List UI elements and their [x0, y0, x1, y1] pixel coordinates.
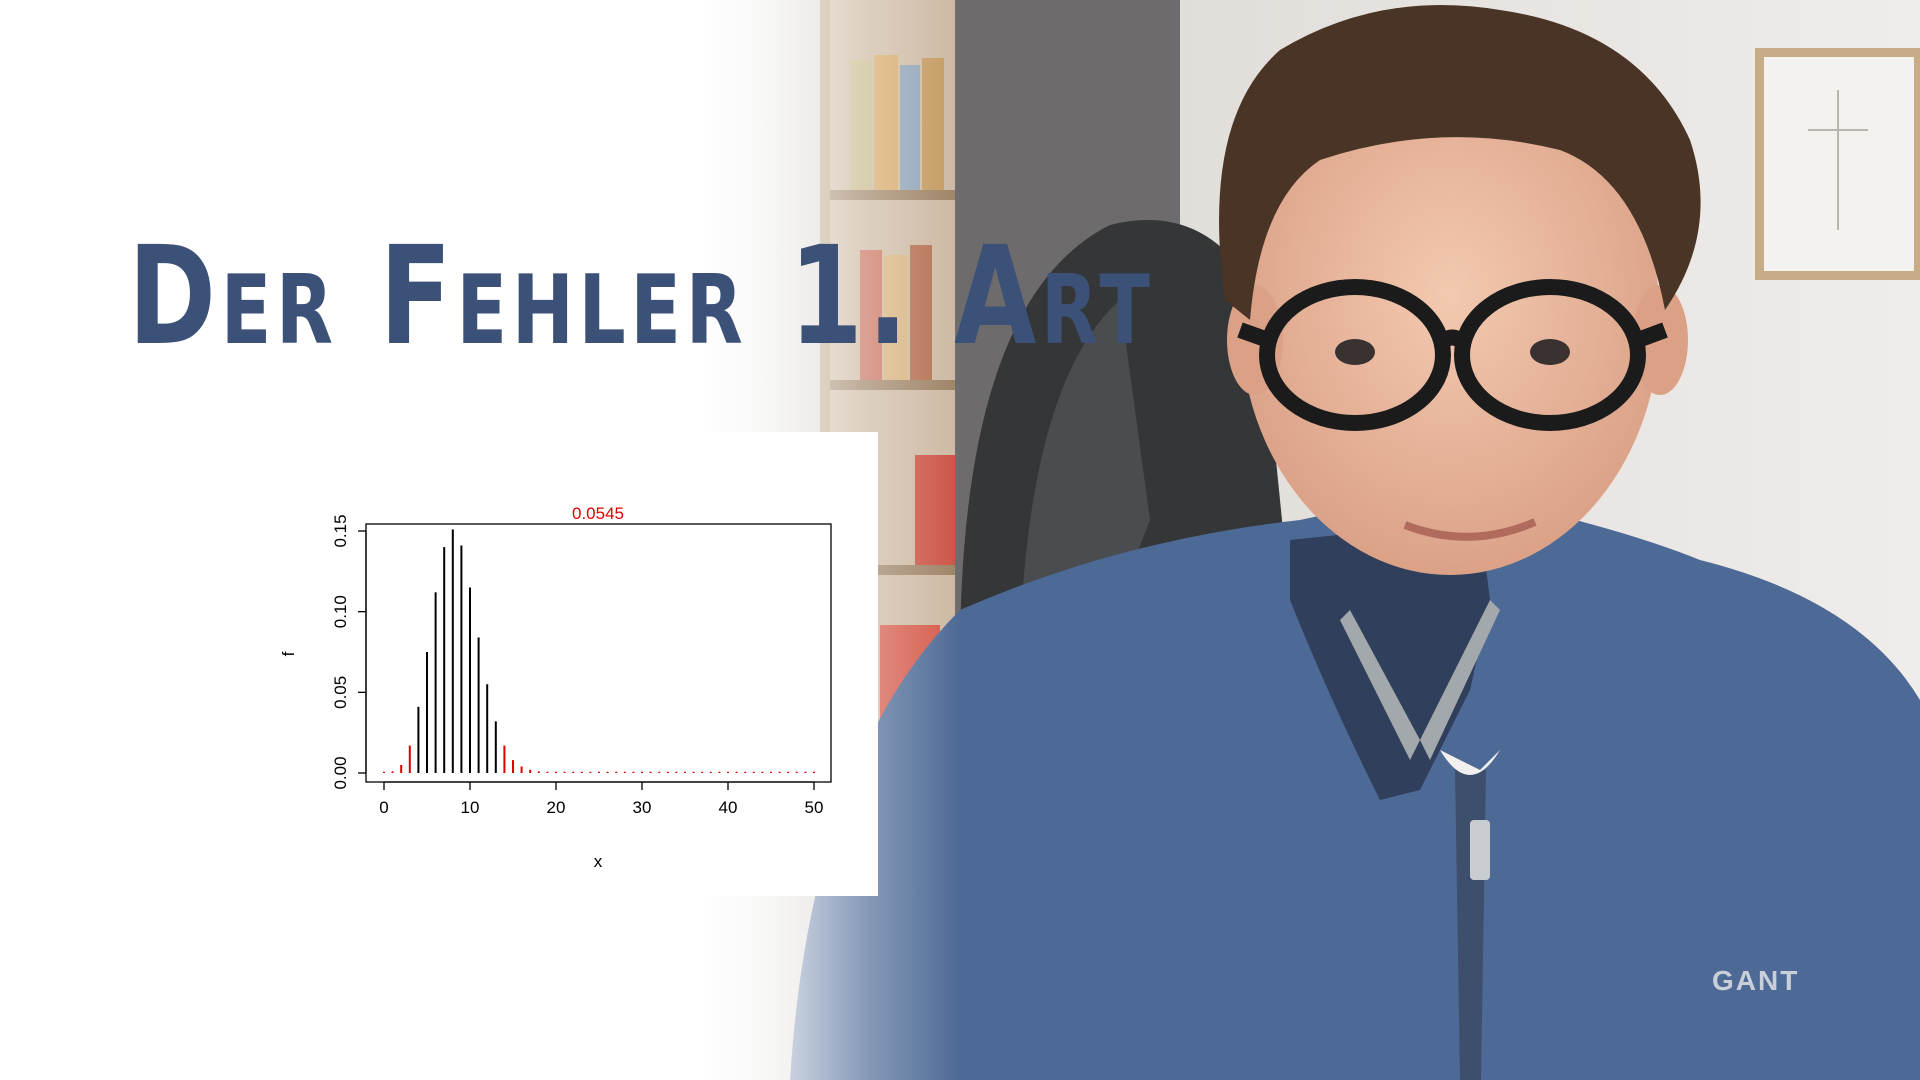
bar: [580, 771, 583, 773]
bar: [529, 769, 532, 773]
y-tick-label: 0.05: [331, 676, 350, 709]
bar: [770, 771, 772, 773]
x-tick-label: 0: [379, 798, 388, 817]
bar: [804, 771, 807, 773]
sweater-logo: GANT: [1712, 965, 1799, 996]
bar: [426, 652, 428, 773]
bar: [520, 766, 523, 773]
bar: [555, 771, 557, 773]
x-tick-label: 40: [719, 798, 738, 817]
bar: [417, 706, 420, 773]
chart: 0.0545 f x 0 10 20 30 40 50 0.00 0.05 0.10 0.15: [279, 504, 832, 871]
bar: [752, 771, 755, 773]
bar: [443, 547, 446, 773]
bar: [486, 684, 489, 773]
bar: [572, 771, 575, 773]
chart-panel: 0.0545 f x 0 10 20 30 40 50 0.00 0.05 0.10 0.15: [0, 432, 878, 896]
bar: [400, 764, 403, 773]
bar: [649, 771, 652, 773]
y-tick-label: 0.10: [331, 595, 350, 628]
bar: [761, 771, 764, 773]
bar: [546, 771, 549, 773]
wall-picture: [1755, 48, 1920, 280]
bar: [383, 771, 385, 773]
bar: [701, 771, 704, 773]
bar: [469, 587, 471, 773]
bar: [666, 771, 669, 773]
bar: [623, 771, 626, 773]
bar: [512, 760, 514, 773]
bar: [709, 771, 712, 773]
bar: [494, 721, 497, 773]
bar: [795, 771, 798, 773]
bar: [641, 771, 643, 773]
bar: [451, 529, 454, 773]
bar: [477, 637, 480, 773]
bar: [684, 771, 686, 773]
bar: [589, 771, 592, 773]
bar: [735, 771, 738, 773]
bar: [692, 771, 695, 773]
bar: [563, 771, 566, 773]
x-tick-label: 20: [547, 798, 566, 817]
plot-area: 0 10 20 30 40 50 0.00 0.05 0.10 0.15: [331, 514, 832, 817]
bar: [408, 745, 411, 773]
bar: [598, 771, 600, 773]
bar: [537, 771, 540, 773]
bar: [658, 771, 661, 773]
x-tick-label: 50: [805, 798, 824, 817]
x-tick-label: 10: [461, 798, 480, 817]
bar: [727, 771, 729, 773]
bar: [391, 771, 394, 773]
bar: [744, 771, 747, 773]
page-title: Der Fehler 1. Art: [128, 218, 1155, 376]
y-tick-label: 0.00: [331, 756, 350, 789]
bar: [632, 771, 635, 773]
bar: [787, 771, 790, 773]
y-tick-label: 0.15: [331, 514, 350, 547]
bar: [606, 771, 609, 773]
y-axis-label: f: [279, 651, 298, 656]
x-tick-label: 30: [633, 798, 652, 817]
bar: [778, 771, 781, 773]
x-axis-label: x: [594, 852, 603, 871]
bar: [434, 592, 437, 773]
bar: [615, 771, 618, 773]
chart-title: 0.0545: [572, 504, 624, 523]
bar: [813, 771, 815, 773]
bar: [675, 771, 678, 773]
bar: [460, 545, 463, 773]
bar: [503, 745, 506, 773]
bar: [718, 771, 721, 773]
